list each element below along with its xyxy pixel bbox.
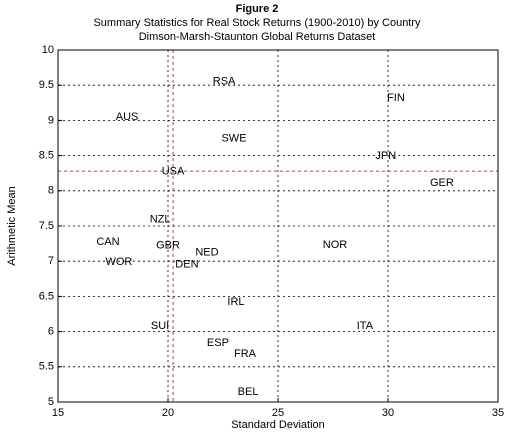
x-tick-label: 25 [272, 407, 284, 419]
country-point: IRL [227, 296, 244, 308]
y-tick-label: 8.5 [39, 150, 54, 162]
country-point: JPN [375, 150, 396, 162]
country-point: USA [162, 166, 185, 178]
x-tick-label: 30 [382, 407, 394, 419]
y-tick-label: 9.5 [39, 79, 54, 91]
country-point: DEN [175, 259, 198, 271]
country-point: GBR [156, 240, 180, 252]
y-axis-label: Arithmetic Mean [6, 186, 18, 265]
country-point: AUS [116, 111, 139, 123]
plot-frame [57, 49, 499, 403]
country-point: ESP [207, 337, 229, 349]
y-tick-label: 7.5 [39, 220, 54, 232]
y-tick-label: 6 [48, 326, 54, 338]
country-point: FRA [234, 348, 257, 360]
country-point: FIN [387, 92, 405, 104]
figure-label: Figure 2 [236, 3, 279, 15]
country-point: ITA [357, 320, 374, 332]
country-point: NZL [150, 214, 171, 226]
x-tick-label: 35 [492, 407, 504, 419]
chart-subtitle: Dimson-Marsh-Staunton Global Returns Dat… [139, 31, 376, 43]
country-point: NED [195, 247, 218, 259]
y-tick-label: 5 [48, 396, 54, 408]
country-point: SWE [221, 133, 246, 145]
country-point: NOR [323, 239, 348, 251]
country-point: GER [430, 177, 454, 189]
country-point: BEL [238, 386, 259, 398]
y-tick-label: 10 [42, 44, 54, 56]
country-point: CAN [96, 236, 119, 248]
y-tick-label: 6.5 [39, 290, 54, 302]
country-point: SUI [151, 320, 169, 332]
x-tick-label: 15 [52, 407, 64, 419]
x-tick-label: 20 [162, 407, 174, 419]
y-tick-label: 5.5 [39, 361, 54, 373]
chart-title: Summary Statistics for Real Stock Return… [93, 17, 421, 29]
country-point: WOR [105, 256, 132, 268]
y-tick-label: 8 [48, 185, 54, 197]
x-axis-label: Standard Deviation [231, 419, 325, 431]
y-tick-label: 7 [48, 255, 54, 267]
y-tick-label: 9 [48, 114, 54, 126]
country-point: RSA [213, 76, 236, 88]
